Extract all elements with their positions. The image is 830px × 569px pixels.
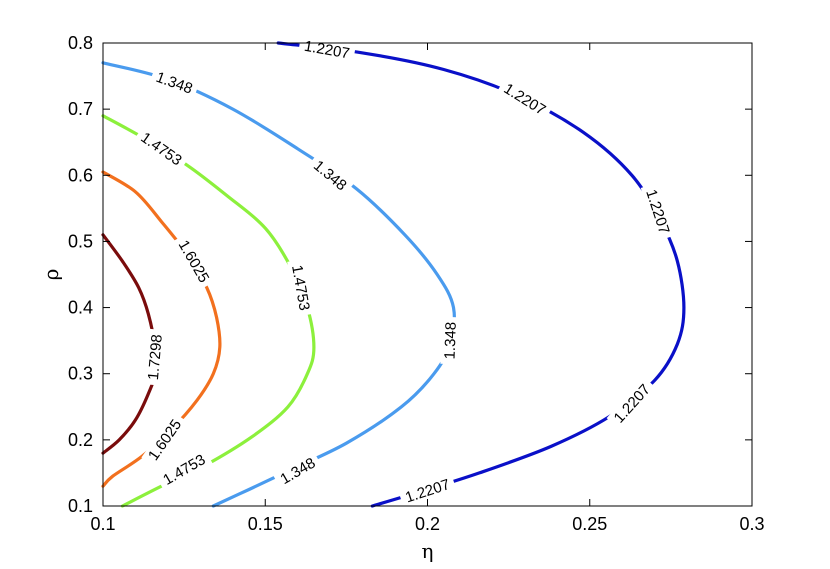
contour-lines: [101, 41, 686, 508]
contour-label-group: 1.7298: [143, 328, 167, 386]
y-tick-label: 0.2: [68, 430, 93, 450]
y-axis-label: ρ: [39, 269, 63, 281]
contour-label-background: [155, 447, 213, 492]
contour-label-background: [306, 153, 354, 198]
contour-label-background: [398, 473, 457, 508]
contour-line-1-4753: [101, 114, 316, 508]
contour-label-group: 1.348: [149, 66, 200, 100]
contour-label: 1.4753: [288, 264, 313, 312]
contour-label-background: [496, 76, 554, 122]
contour-label-background: [143, 328, 167, 386]
contour-label-group: 1.2207: [640, 182, 676, 241]
contour-label: 1.2207: [501, 80, 549, 119]
contour-label-background: [640, 182, 676, 241]
y-tick-label: 0.1: [68, 496, 93, 516]
contour-label: 1.2207: [611, 381, 654, 426]
contour-label: 1.2207: [642, 187, 672, 236]
contour-label-background: [133, 125, 190, 173]
contour-line-1-2207: [276, 41, 686, 508]
contour-label: 1.348: [442, 322, 460, 360]
contour-label-background: [606, 376, 658, 431]
contour-labels: 1.22071.22071.22071.22071.22071.3481.348…: [133, 35, 676, 508]
contour-label-group: 1.2207: [606, 376, 658, 431]
contour-label-group: 1.348: [306, 153, 354, 198]
y-tick-label: 0.6: [68, 165, 93, 185]
y-tick-label: 0.3: [68, 364, 93, 384]
x-tick-label: 0.2: [415, 514, 440, 534]
contour-line-1-6025: [101, 170, 222, 488]
contour-label-background: [440, 316, 461, 365]
x-tick-label: 0.25: [572, 514, 607, 534]
contour-label: 1.348: [277, 455, 318, 488]
y-tick-label: 0.5: [68, 231, 93, 251]
y-tick-label: 0.7: [68, 99, 93, 119]
axis-ticks: 0.1 0.15 0.2 0.25 0.3 0.1 0.2 0.3 0.4 0.5 0.6 0.7 0.…: [68, 33, 765, 534]
contour-label: 1.348: [154, 69, 195, 98]
x-axis-label: η: [422, 539, 434, 563]
contour-label-background: [172, 232, 216, 290]
contour-label-group: 1.6025: [141, 411, 189, 468]
y-tick-label: 0.8: [68, 33, 93, 53]
contour-label: 1.7298: [145, 334, 166, 381]
contour-label-group: 1.2207: [297, 35, 356, 64]
contour-label: 1.6025: [145, 417, 185, 464]
contour-label-group: 1.4753: [287, 258, 315, 317]
contour-label-background: [141, 411, 189, 468]
contour-label: 1.4753: [137, 129, 184, 169]
contour-label-background: [272, 451, 323, 491]
contour-label: 1.2207: [303, 38, 351, 63]
contour-label: 1.6025: [175, 237, 213, 285]
x-tick-label: 0.1: [90, 514, 115, 534]
contour-label-background: [149, 66, 200, 100]
contour-label-group: 1.6025: [172, 232, 216, 290]
contour-label-group: 1.2207: [496, 76, 554, 122]
contour-label-background: [287, 258, 315, 317]
x-tick-label: 0.15: [248, 514, 283, 534]
y-tick-label: 0.4: [68, 298, 93, 318]
x-tick-label: 0.3: [739, 514, 764, 534]
contour-label: 1.4753: [160, 451, 208, 489]
contour-label-group: 1.4753: [133, 125, 190, 173]
contour-label-group: 1.348: [440, 316, 461, 365]
contour-label-group: 1.348: [272, 451, 323, 491]
